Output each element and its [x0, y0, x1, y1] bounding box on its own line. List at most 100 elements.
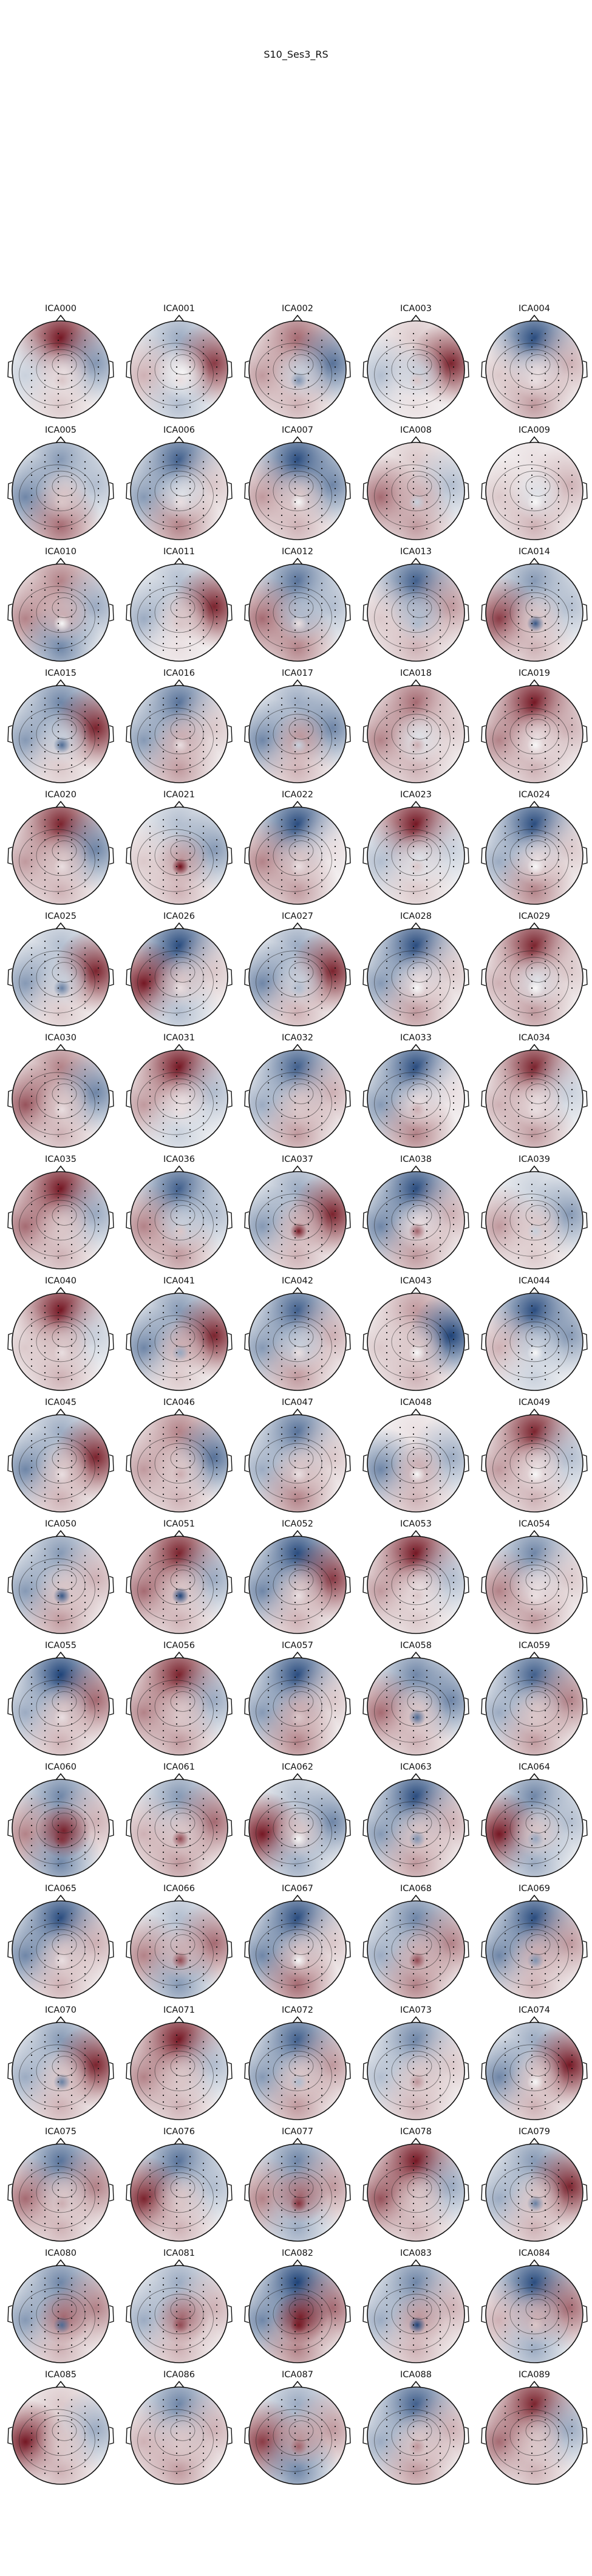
- component-label: ICA072: [282, 2005, 313, 2015]
- topomap-svg: [362, 1530, 469, 1634]
- topomap-ica059: ICA059: [474, 1641, 592, 1768]
- topomap-ica080: ICA080: [0, 2248, 121, 2376]
- component-label: ICA007: [282, 425, 313, 435]
- topomap-ica012: ICA012: [237, 547, 358, 675]
- topomap-ica053: ICA053: [355, 1519, 477, 1647]
- topomap-svg: [7, 2381, 114, 2485]
- topomap-svg: [362, 1652, 469, 1756]
- left-ear-marker: [7, 1819, 13, 1837]
- topomap-ica049: ICA049: [474, 1398, 592, 1525]
- scalp-field: [486, 929, 583, 1026]
- nose-marker: [174, 2016, 185, 2024]
- nose-marker: [55, 2259, 66, 2267]
- nose-marker: [410, 558, 421, 565]
- left-ear-marker: [481, 2427, 486, 2445]
- scalp-field: [12, 2022, 109, 2120]
- nose-marker: [55, 1895, 66, 1902]
- topomap-svg: [362, 679, 469, 783]
- left-ear-marker: [362, 1576, 368, 1594]
- scalp-field: [486, 1293, 583, 1390]
- left-ear-marker: [481, 1090, 486, 1108]
- left-ear-marker: [481, 2062, 486, 2080]
- head-outline: [130, 1536, 228, 1634]
- left-ear-marker: [7, 1333, 13, 1351]
- component-label: ICA022: [282, 790, 313, 800]
- scalp-field: [486, 564, 583, 661]
- head-outline: [130, 928, 228, 1026]
- component-label: ICA015: [45, 668, 77, 678]
- nose-marker: [55, 1166, 66, 1173]
- topomap-ica044: ICA044: [474, 1276, 592, 1404]
- nose-marker: [529, 1287, 540, 1294]
- left-ear-marker: [481, 1333, 486, 1351]
- left-ear-marker: [244, 1819, 250, 1837]
- topomap-svg: [244, 1287, 351, 1391]
- nose-marker: [529, 2259, 540, 2267]
- component-label: ICA034: [519, 1033, 550, 1043]
- nose-marker: [410, 801, 421, 808]
- component-label: ICA009: [519, 425, 550, 435]
- topomap-svg: [7, 1287, 114, 1391]
- left-ear-marker: [244, 603, 250, 622]
- nose-marker: [174, 1409, 185, 1416]
- head-outline: [367, 806, 465, 905]
- topomap-ica086: ICA086: [118, 2370, 240, 2498]
- topomap-svg: [244, 679, 351, 783]
- left-ear-marker: [244, 482, 250, 500]
- head-outline: [367, 1293, 465, 1391]
- head-outline: [367, 2022, 465, 2120]
- component-label: ICA036: [163, 1155, 195, 1164]
- component-label: ICA068: [400, 1884, 432, 1894]
- topomap-svg: [362, 1773, 469, 1877]
- topomap-ica064: ICA064: [474, 1762, 592, 1890]
- head-outline: [367, 1171, 465, 1269]
- head-outline: [130, 2386, 228, 2485]
- topomap-svg: [244, 2381, 351, 2485]
- scalp-field: [249, 1658, 346, 1755]
- left-ear-marker: [362, 360, 368, 379]
- scalp-field: [486, 2144, 583, 2241]
- nose-marker: [55, 1409, 66, 1416]
- topomap-svg: [362, 2381, 469, 2485]
- topomap-ica013: ICA013: [355, 547, 477, 675]
- head-outline: [367, 1049, 465, 1148]
- nose-marker: [410, 2138, 421, 2145]
- scalp-field: [249, 2022, 346, 2120]
- topomap-svg: [481, 1287, 588, 1391]
- scalp-field: [486, 321, 583, 418]
- topomap-svg: [481, 2259, 588, 2363]
- topomap-ica038: ICA038: [355, 1155, 477, 1282]
- nose-marker: [174, 2259, 185, 2267]
- left-ear-marker: [126, 2062, 131, 2080]
- right-ear-marker: [464, 2183, 469, 2202]
- component-label: ICA012: [282, 547, 313, 557]
- topomap-svg: [481, 558, 588, 662]
- component-label: ICA083: [400, 2248, 432, 2258]
- left-ear-marker: [126, 1090, 131, 1108]
- nose-marker: [410, 1895, 421, 1902]
- nose-marker: [410, 1166, 421, 1173]
- scalp-field: [249, 1172, 346, 1269]
- nose-marker: [292, 1287, 303, 1294]
- scalp-field: [131, 2144, 228, 2241]
- topomap-ica021: ICA021: [118, 790, 240, 918]
- scalp-field: [486, 1536, 583, 1633]
- topomap-ica036: ICA036: [118, 1155, 240, 1282]
- component-label: ICA010: [45, 547, 77, 557]
- left-ear-marker: [362, 1819, 368, 1837]
- left-ear-marker: [126, 1697, 131, 1716]
- head-outline: [248, 1536, 347, 1634]
- right-ear-marker: [345, 2305, 351, 2323]
- left-ear-marker: [7, 1576, 13, 1594]
- scalp-field: [12, 2144, 109, 2241]
- scalp-field: [367, 1779, 464, 1877]
- nose-marker: [292, 922, 303, 930]
- topomap-svg: [126, 2381, 233, 2485]
- nose-marker: [292, 2259, 303, 2267]
- nose-marker: [55, 679, 66, 687]
- right-ear-marker: [109, 2427, 114, 2445]
- component-label: ICA057: [282, 1641, 313, 1650]
- topomap-svg: [7, 1773, 114, 1877]
- topomap-ica028: ICA028: [355, 912, 477, 1039]
